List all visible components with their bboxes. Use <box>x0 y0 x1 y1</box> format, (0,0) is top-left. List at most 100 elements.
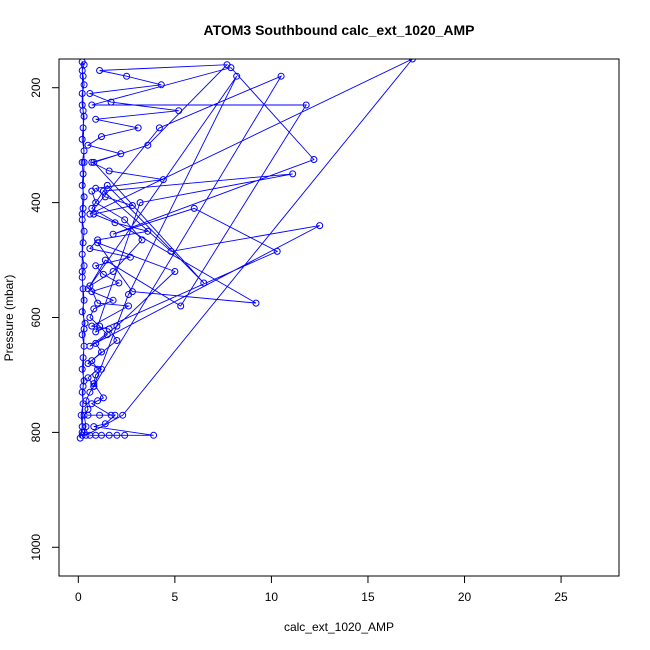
data-point <box>86 388 94 396</box>
data-point <box>310 156 318 163</box>
data-point <box>134 124 142 132</box>
data-point <box>105 431 113 439</box>
data-point <box>94 236 102 244</box>
data-point <box>101 420 109 428</box>
data-point <box>113 431 121 439</box>
y-tick-label: 600 <box>29 307 43 327</box>
data-point <box>190 204 198 212</box>
data-point <box>78 365 86 373</box>
data-point <box>80 342 88 350</box>
plot-series-group <box>76 59 416 442</box>
data-point <box>111 219 119 227</box>
data-point <box>175 107 183 115</box>
data-point <box>88 187 96 195</box>
data-point <box>92 262 100 270</box>
data-point <box>96 67 104 74</box>
data-point <box>113 337 121 344</box>
data-point <box>80 158 88 166</box>
data-point <box>96 322 104 330</box>
series-line-0 <box>81 59 413 436</box>
data-point <box>78 135 86 143</box>
data-point <box>79 400 87 408</box>
data-point <box>79 285 87 293</box>
data-point <box>88 101 96 109</box>
data-point <box>90 158 98 166</box>
data-point <box>78 90 86 97</box>
x-tick-label: 20 <box>458 590 472 604</box>
data-point <box>82 423 90 431</box>
data-point <box>79 170 87 178</box>
data-point <box>105 167 113 175</box>
data-point <box>79 354 87 362</box>
data-point <box>103 181 111 189</box>
plot-frame <box>58 58 620 577</box>
data-point <box>408 59 416 63</box>
data-point <box>78 158 86 166</box>
data-point <box>80 325 88 333</box>
data-point <box>157 81 165 89</box>
data-point <box>109 268 117 275</box>
x-axis: 0 5 10 15 20 25 <box>75 575 568 604</box>
data-point <box>84 360 92 367</box>
series-line-2 <box>87 190 154 436</box>
y-tick-label: 1000 <box>29 534 43 561</box>
data-point <box>86 282 94 290</box>
data-point <box>92 339 100 347</box>
data-point <box>78 428 86 436</box>
data-point <box>126 253 134 261</box>
data-point <box>113 322 121 330</box>
data-point <box>79 124 87 132</box>
y-axis-label: Pressure (mbar) <box>2 275 16 362</box>
data-point <box>111 411 119 419</box>
data-point <box>94 397 102 405</box>
data-point <box>144 227 152 235</box>
data-point <box>88 158 96 166</box>
data-point <box>86 314 94 321</box>
data-point <box>289 170 297 178</box>
data-point <box>98 348 105 356</box>
data-point <box>98 133 105 141</box>
data-point <box>128 202 136 209</box>
data-point <box>117 150 125 158</box>
data-point <box>98 365 105 373</box>
data-point <box>273 247 281 255</box>
data-point <box>233 72 241 80</box>
data-point <box>80 193 88 201</box>
data-point <box>78 308 86 316</box>
x-tick-label: 25 <box>554 590 568 604</box>
data-point <box>77 411 85 419</box>
data-point <box>86 90 94 97</box>
data-point <box>138 236 146 244</box>
data-point <box>92 371 100 379</box>
data-point <box>84 411 92 419</box>
data-point <box>99 394 107 402</box>
data-point <box>252 299 260 307</box>
y-axis: 200 400 600 800 1000 <box>29 77 60 561</box>
data-point <box>96 411 104 419</box>
data-point <box>200 279 208 287</box>
x-tick-label: 10 <box>265 590 279 604</box>
x-tick-label: 0 <box>75 590 82 604</box>
data-point <box>90 305 98 313</box>
data-point <box>88 400 96 408</box>
data-point <box>98 431 105 439</box>
data-point <box>101 256 109 264</box>
data-point <box>125 291 132 298</box>
x-axis-label: calc_ext_1020_AMP <box>284 620 394 634</box>
data-point <box>78 250 86 258</box>
data-point <box>277 72 285 80</box>
data-point <box>92 328 100 336</box>
chart-title: ATOM3 Southbound calc_ext_1020_AMP <box>204 22 475 38</box>
data-point <box>167 247 175 255</box>
data-point <box>78 210 86 218</box>
data-point <box>86 210 94 218</box>
data-point <box>79 239 87 247</box>
data-point <box>227 64 235 72</box>
data-point <box>121 216 129 224</box>
data-point <box>80 147 88 155</box>
data-point <box>90 423 98 431</box>
data-point <box>79 382 87 390</box>
data-point <box>107 411 115 419</box>
data-point <box>92 199 100 207</box>
